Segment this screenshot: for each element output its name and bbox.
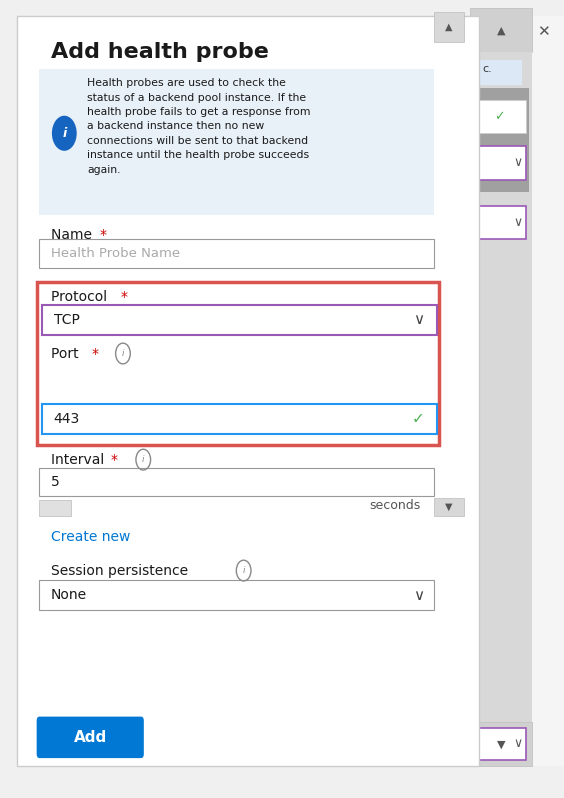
Text: Protocol: Protocol: [51, 290, 111, 304]
FancyBboxPatch shape: [434, 12, 464, 42]
Text: ∨: ∨: [413, 588, 424, 602]
FancyBboxPatch shape: [470, 52, 532, 722]
Text: Health probes are used to check the
status of a backend pool instance. If the
he: Health probes are used to check the stat…: [87, 78, 311, 175]
FancyBboxPatch shape: [472, 146, 526, 180]
Text: Add health probe: Add health probe: [51, 41, 268, 62]
Text: i: i: [62, 127, 67, 140]
Text: ∨: ∨: [513, 216, 522, 229]
FancyBboxPatch shape: [39, 69, 434, 215]
FancyBboxPatch shape: [473, 88, 529, 192]
Text: *: *: [121, 290, 127, 304]
Text: Interval: Interval: [51, 453, 108, 468]
Text: None: None: [51, 588, 87, 602]
Text: ∨: ∨: [513, 737, 522, 750]
Text: i: i: [243, 566, 245, 575]
FancyBboxPatch shape: [39, 500, 70, 516]
Text: Port: Port: [51, 347, 83, 361]
Text: ∨: ∨: [413, 313, 424, 327]
Text: Add: Add: [74, 730, 107, 745]
Text: ▼: ▼: [496, 740, 505, 749]
FancyBboxPatch shape: [39, 580, 434, 610]
FancyBboxPatch shape: [39, 468, 434, 496]
Text: i: i: [122, 349, 124, 358]
FancyBboxPatch shape: [39, 239, 434, 268]
Text: ✓: ✓: [494, 110, 504, 123]
FancyBboxPatch shape: [472, 60, 522, 85]
Text: Create new: Create new: [51, 530, 130, 544]
Text: *: *: [111, 453, 117, 468]
Text: ▲: ▲: [496, 26, 505, 35]
FancyBboxPatch shape: [42, 404, 437, 434]
Text: seconds: seconds: [369, 499, 421, 512]
Text: ▲: ▲: [445, 22, 453, 32]
Text: 443: 443: [54, 412, 80, 426]
Text: *: *: [91, 347, 98, 361]
Text: Name: Name: [51, 227, 96, 242]
FancyBboxPatch shape: [472, 100, 526, 133]
FancyBboxPatch shape: [472, 728, 526, 760]
FancyBboxPatch shape: [470, 722, 532, 766]
Text: c.: c.: [482, 65, 492, 74]
FancyBboxPatch shape: [17, 16, 479, 766]
FancyBboxPatch shape: [470, 8, 532, 52]
FancyBboxPatch shape: [468, 16, 564, 766]
Text: ▼: ▼: [445, 502, 453, 512]
Text: ✓: ✓: [412, 412, 425, 426]
Text: 5: 5: [51, 475, 60, 489]
Text: Session persistence: Session persistence: [51, 563, 192, 578]
Text: *: *: [99, 227, 106, 242]
Text: ∨: ∨: [513, 156, 522, 169]
Circle shape: [52, 116, 77, 151]
Text: Health Probe Name: Health Probe Name: [51, 247, 180, 260]
FancyBboxPatch shape: [472, 206, 526, 239]
Text: TCP: TCP: [54, 313, 80, 327]
FancyBboxPatch shape: [434, 498, 464, 516]
FancyBboxPatch shape: [37, 717, 144, 758]
FancyBboxPatch shape: [42, 305, 437, 335]
Text: ✕: ✕: [537, 25, 549, 39]
Text: i: i: [142, 455, 144, 464]
